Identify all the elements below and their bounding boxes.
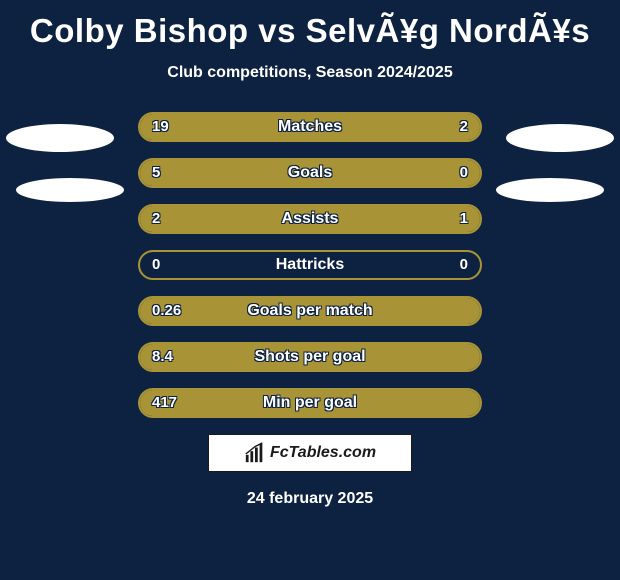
stat-row: Hattricks0 0: [138, 250, 482, 280]
stat-label: Goals per match: [140, 298, 480, 324]
stat-value-left: 5: [152, 160, 160, 186]
player2-avatar-bottom: [496, 178, 604, 202]
stat-label: Assists: [140, 206, 480, 232]
stat-value-left: 0.26: [152, 298, 181, 324]
stat-value-right: 0: [460, 252, 468, 278]
logo-box[interactable]: FcTables.com: [208, 434, 412, 472]
stat-label: Goals: [140, 160, 480, 186]
stat-row: Assists2 1: [138, 204, 482, 234]
date-label: 24 february 2025: [0, 490, 620, 508]
page-subtitle: Club competitions, Season 2024/2025: [0, 64, 620, 82]
stat-label: Min per goal: [140, 390, 480, 416]
player1-avatar-bottom: [16, 178, 124, 202]
logo-text: FcTables.com: [270, 444, 376, 462]
stat-row: Min per goal417: [138, 388, 482, 418]
player1-avatar-top: [6, 124, 114, 152]
stat-row: Shots per goal8.4: [138, 342, 482, 372]
stat-label: Hattricks: [140, 252, 480, 278]
stat-value-right: 2: [460, 114, 468, 140]
stat-label: Matches: [140, 114, 480, 140]
stat-value-left: 19: [152, 114, 169, 140]
page-title: Colby Bishop vs SelvÃ¥g NordÃ¥s: [0, 0, 620, 50]
stat-row: Matches19 2: [138, 112, 482, 142]
stat-row: Goals per match0.26: [138, 296, 482, 326]
chart-icon: [244, 442, 266, 464]
stat-label: Shots per goal: [140, 344, 480, 370]
stat-bars: Matches192Goals50Assists21Hattricks00Goa…: [138, 112, 482, 418]
stat-value-left: 0: [152, 252, 160, 278]
stat-value-left: 417: [152, 390, 177, 416]
player2-avatar-top: [506, 124, 614, 152]
stat-value-left: 2: [152, 206, 160, 232]
stat-value-right: 0: [460, 160, 468, 186]
stat-row: Goals5 0: [138, 158, 482, 188]
stat-value-left: 8.4: [152, 344, 173, 370]
stat-value-right: 1: [460, 206, 468, 232]
